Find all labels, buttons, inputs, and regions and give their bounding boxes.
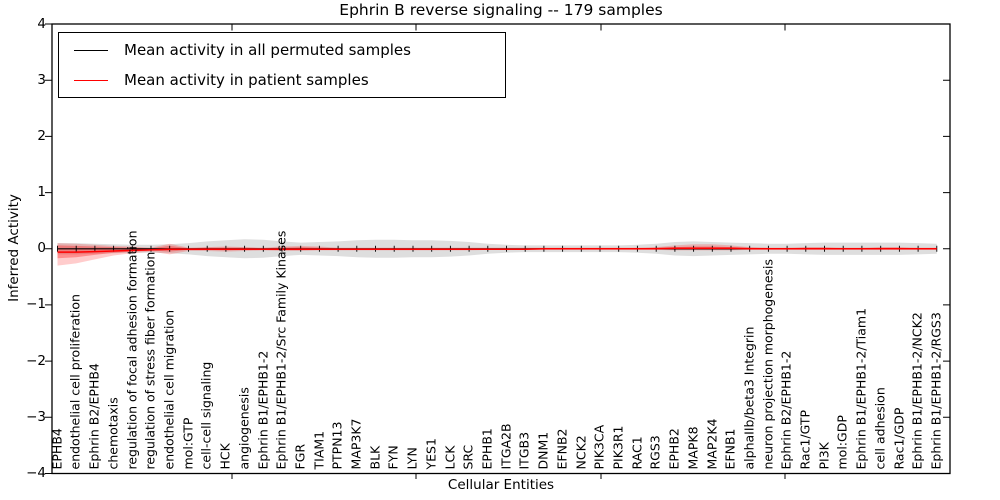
x-tick-label: DNM1 [535, 431, 551, 470]
y-tick-label: −2 [26, 352, 46, 369]
x-tick-label: MAP3K7 [348, 418, 364, 470]
x-tick-label: alphaIIb/beta3 Integrin [741, 326, 757, 470]
x-tick-label: Ephrin B1/EPHB1-2/NCK2 [909, 312, 925, 470]
x-tick-label: FGR [292, 443, 308, 470]
x-tick-label: PI3K [816, 442, 832, 470]
x-tick-label: HCK [217, 443, 233, 470]
y-tick-label: 4 [37, 15, 46, 32]
x-tick-label: regulation of stress fiber formation [142, 251, 158, 470]
x-tick-label: MAPK8 [685, 426, 701, 470]
x-tick-label: EFNB1 [722, 428, 738, 470]
x-tick-label: Rac1/GTP [797, 409, 813, 470]
x-axis-label: Cellular Entities [447, 477, 555, 493]
legend-line-sample [74, 79, 108, 81]
x-tick-label: Rac1/GDP [891, 407, 907, 470]
legend-line-sample [74, 49, 108, 51]
tick-marks [45, 23, 950, 479]
x-tick-label: Ephrin B2/EPHB4 [86, 363, 102, 470]
y-tick-label: −3 [26, 408, 46, 425]
y-tick-label: 0 [37, 240, 46, 257]
x-tick-label: chemotaxis [105, 397, 121, 470]
y-tick-label: 1 [37, 184, 46, 201]
y-tick-label: 3 [37, 71, 46, 88]
patient-mean-line [57, 247, 937, 253]
legend-label: Mean activity in patient samples [124, 71, 369, 89]
x-tick-label: NCK2 [573, 435, 588, 470]
x-tick-label: MAP2K4 [704, 418, 719, 470]
x-tick-label: RGS3 [647, 435, 663, 470]
chart-title: Ephrin B reverse signaling -- 179 sample… [339, 1, 663, 19]
x-tick-label: BLK [367, 445, 383, 470]
x-tick-label: TIAM1 [311, 430, 327, 470]
legend: Mean activity in all permuted samples Mea… [58, 32, 506, 98]
x-tick-label: PTPN13 [329, 421, 345, 470]
legend-entry: Mean activity in all permuted samples [59, 35, 505, 65]
x-tick-label: EPHB4 [49, 428, 65, 470]
x-tick-label: neuron projection morphogenesis [760, 258, 776, 470]
x-tick-label: mol:GTP [180, 417, 196, 470]
legend-entry: Mean activity in patient samples [59, 65, 505, 95]
x-tick-label: Ephrin B1/EPHB1-2/Tiam1 [853, 307, 869, 470]
x-tick-label: angiogenesis [236, 387, 252, 470]
x-tick-label: PIK3CA [591, 424, 607, 470]
x-tick-label: EPHB1 [479, 428, 495, 470]
legend-label: Mean activity in all permuted samples [124, 41, 411, 59]
x-tick-label: cell-cell signaling [198, 361, 214, 470]
x-tick-label: endothelial cell migration [161, 309, 177, 470]
x-tick-label: RAC1 [629, 436, 645, 470]
x-tick-label: PIK3R1 [610, 425, 626, 470]
x-tick-label: SRC [460, 444, 476, 470]
x-tick-label: endothelial cell proliferation [67, 294, 83, 470]
y-tick-label: 2 [37, 127, 46, 144]
x-tick-label: Ephrin B1/EPHB1-2/Src Family Kinases [273, 230, 289, 470]
x-tick-label: LYN [404, 447, 420, 470]
x-tick-label: Ephrin B1/EPHB1-2 [255, 350, 270, 470]
x-tick-label: mol:GDP [834, 415, 850, 470]
y-tick-label: −1 [26, 296, 46, 313]
x-tick-label: ITGA2B [498, 423, 514, 470]
x-tick-label: Ephrin B2/EPHB1-2 [778, 350, 794, 470]
x-tick-label: EFNB2 [554, 428, 570, 470]
x-tick-label: ITGB3 [516, 431, 532, 470]
x-tick-label: Ephrin B1/EPHB1-2/RGS3 [928, 312, 944, 470]
x-tick-label: EPHB2 [666, 428, 682, 470]
x-tick-label: regulation of focal adhesion formation [124, 230, 139, 470]
x-tick-label: cell adhesion [872, 387, 888, 470]
x-tick-label: LCK [442, 445, 458, 470]
x-tick-label: FYN [385, 445, 401, 470]
x-tick-label: YES1 [423, 438, 439, 470]
y-tick-label: −4 [26, 465, 46, 481]
